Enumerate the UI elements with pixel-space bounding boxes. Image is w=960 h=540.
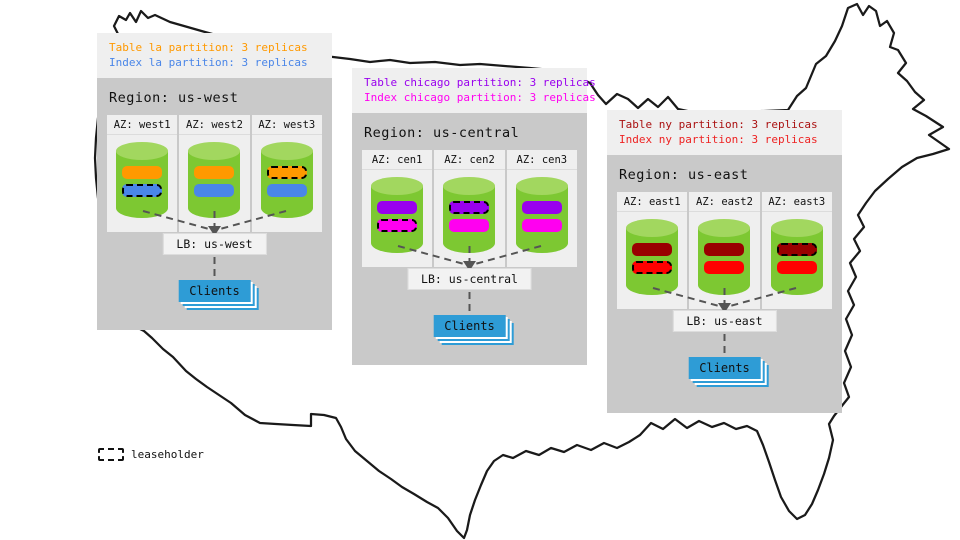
region-title: Region: us-central bbox=[364, 125, 520, 141]
az-cell: AZ: cen2 bbox=[434, 150, 505, 267]
region-title: Region: us-east bbox=[619, 167, 749, 183]
index-partition-bar-leaseholder bbox=[122, 184, 163, 197]
az-label: AZ: east1 bbox=[617, 192, 688, 212]
region-box: Region: us-east AZ: east1 AZ: east2 AZ: ea… bbox=[607, 155, 842, 413]
index-partition-bar bbox=[776, 261, 817, 274]
region-group: Table chicago partition: 3 replicas Index… bbox=[352, 68, 596, 365]
az-label: AZ: west2 bbox=[179, 115, 250, 135]
partition-annotation: Table la partition: 3 replicas Index la p… bbox=[97, 33, 332, 78]
az-cell: AZ: west1 bbox=[107, 115, 178, 232]
az-cell: AZ: west2 bbox=[179, 115, 250, 232]
table-partition-bar-leaseholder bbox=[449, 201, 490, 214]
usa-map-path bbox=[93, 2, 951, 540]
region-group: Table la partition: 3 replicas Index la p… bbox=[97, 33, 332, 330]
load-balancer: LB: us-central bbox=[407, 268, 532, 290]
table-partition-bar-leaseholder bbox=[776, 243, 817, 256]
region-box: Region: us-central AZ: cen1 AZ: cen2 AZ: c… bbox=[352, 113, 587, 365]
database-node bbox=[624, 218, 680, 296]
database-cylinder-icon bbox=[515, 177, 568, 253]
index-partition-bar-leaseholder bbox=[377, 219, 418, 232]
database-cylinder-icon bbox=[698, 219, 751, 295]
az-cell: AZ: west3 bbox=[251, 115, 322, 232]
index-partition-bar-leaseholder bbox=[632, 261, 673, 274]
table-partition-bar bbox=[122, 166, 163, 179]
database-node bbox=[369, 176, 425, 254]
partition-annotation-line: Table la partition: 3 replicas bbox=[109, 41, 308, 54]
database-node bbox=[769, 218, 825, 296]
database-cylinder-icon bbox=[626, 219, 679, 295]
database-cylinder-icon bbox=[116, 142, 169, 218]
clients-box: Clients bbox=[433, 315, 506, 337]
partition-annotation: Table chicago partition: 3 replicas Index… bbox=[352, 68, 596, 113]
table-partition-bar bbox=[521, 201, 562, 214]
index-partition-bar bbox=[704, 261, 745, 274]
az-label: AZ: west3 bbox=[251, 115, 322, 135]
database-node bbox=[696, 218, 752, 296]
clients-box: Clients bbox=[688, 357, 761, 379]
az-label: AZ: east3 bbox=[761, 192, 832, 212]
region-group: Table ny partition: 3 replicas Index ny p… bbox=[607, 110, 842, 413]
table-partition-bar bbox=[704, 243, 745, 256]
database-cylinder-icon bbox=[188, 142, 241, 218]
leaseholder-swatch-icon bbox=[98, 448, 124, 461]
az-container: AZ: cen1 AZ: cen2 AZ: cen3 bbox=[362, 150, 577, 267]
az-cell: AZ: east1 bbox=[617, 192, 688, 309]
az-cell: AZ: cen1 bbox=[362, 150, 433, 267]
leaseholder-legend: leaseholder bbox=[98, 448, 204, 461]
partition-annotation: Table ny partition: 3 replicas Index ny p… bbox=[607, 110, 842, 155]
database-node bbox=[259, 141, 315, 219]
database-node bbox=[514, 176, 570, 254]
az-cell: AZ: east2 bbox=[689, 192, 760, 309]
az-label: AZ: east2 bbox=[689, 192, 760, 212]
table-partition-bar bbox=[632, 243, 673, 256]
table-partition-bar bbox=[377, 201, 418, 214]
database-node bbox=[441, 176, 497, 254]
partition-annotation-line: Table ny partition: 3 replicas bbox=[619, 118, 818, 131]
partition-annotation-line: Index chicago partition: 3 replicas bbox=[364, 91, 596, 104]
table-partition-bar-leaseholder bbox=[266, 166, 307, 179]
az-container: AZ: east1 AZ: east2 AZ: east3 bbox=[617, 192, 832, 309]
database-cylinder-icon bbox=[770, 219, 823, 295]
index-partition-bar bbox=[449, 219, 490, 232]
load-balancer: LB: us-east bbox=[672, 310, 777, 332]
index-partition-bar bbox=[521, 219, 562, 232]
load-balancer: LB: us-west bbox=[162, 233, 267, 255]
clients-box: Clients bbox=[178, 280, 251, 302]
partition-annotation-line: Index la partition: 3 replicas bbox=[109, 56, 308, 69]
database-cylinder-icon bbox=[371, 177, 424, 253]
database-cylinder-icon bbox=[443, 177, 496, 253]
az-label: AZ: cen2 bbox=[434, 150, 505, 170]
partition-annotation-line: Index ny partition: 3 replicas bbox=[619, 133, 818, 146]
az-cell: AZ: east3 bbox=[761, 192, 832, 309]
az-label: AZ: west1 bbox=[107, 115, 178, 135]
az-cell: AZ: cen3 bbox=[506, 150, 577, 267]
database-node bbox=[114, 141, 170, 219]
database-node bbox=[186, 141, 242, 219]
index-partition-bar bbox=[266, 184, 307, 197]
table-partition-bar bbox=[194, 166, 235, 179]
region-box: Region: us-west AZ: west1 AZ: west2 AZ: we… bbox=[97, 78, 332, 330]
az-label: AZ: cen3 bbox=[506, 150, 577, 170]
database-cylinder-icon bbox=[260, 142, 313, 218]
az-container: AZ: west1 AZ: west2 AZ: west3 bbox=[107, 115, 322, 232]
az-label: AZ: cen1 bbox=[362, 150, 433, 170]
partition-annotation-line: Table chicago partition: 3 replicas bbox=[364, 76, 596, 89]
index-partition-bar bbox=[194, 184, 235, 197]
region-title: Region: us-west bbox=[109, 90, 239, 106]
legend-label: leaseholder bbox=[131, 448, 204, 461]
